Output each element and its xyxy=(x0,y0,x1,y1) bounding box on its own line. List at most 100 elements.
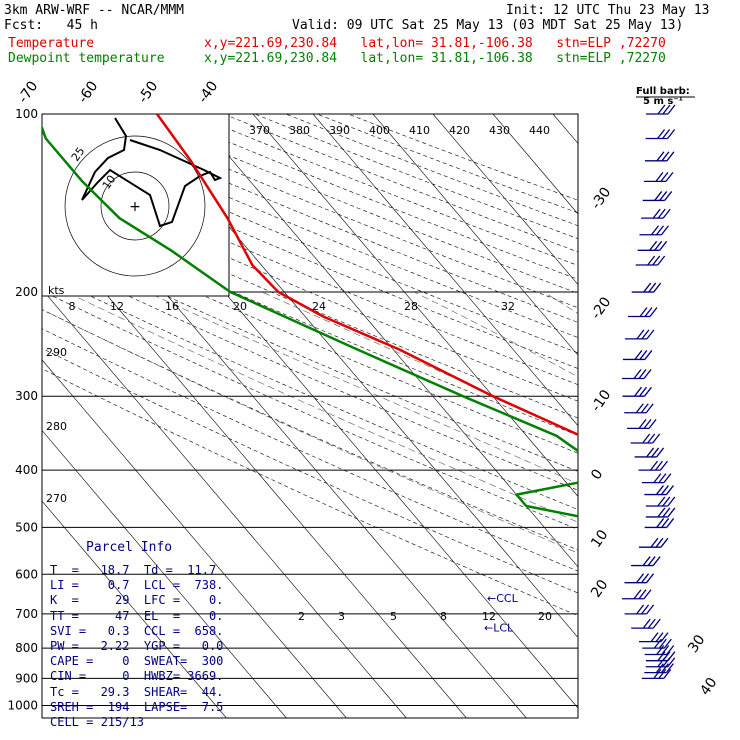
isotherm-line xyxy=(42,288,407,718)
dry-adiabat-line xyxy=(42,290,578,530)
wind-barb-flag xyxy=(654,191,663,201)
wind-barb-flag xyxy=(665,485,674,495)
wind-barb-flag xyxy=(642,433,651,444)
wind-barb-flag xyxy=(644,350,653,360)
hodograph-ring xyxy=(64,135,206,277)
isotherm-line xyxy=(42,218,467,718)
isotherm-line xyxy=(552,114,578,144)
wind-barb-flag xyxy=(643,369,652,379)
wind-barb-flag xyxy=(636,604,645,615)
isotherm-line xyxy=(312,114,578,427)
moist-adiabat-line xyxy=(146,291,578,485)
isotherm-label: -70 xyxy=(15,78,41,106)
wind-barb-flag xyxy=(665,663,674,674)
wind-barb-flag xyxy=(652,618,661,629)
isotherm-label: -20 xyxy=(588,294,614,322)
wind-barb-flag xyxy=(650,225,660,236)
temperature-station-info: x,y=221.69,230.84 lat,lon= 31.81,-106.38… xyxy=(204,36,666,51)
wind-barb-flag xyxy=(643,282,652,293)
wind-barb-flag xyxy=(633,589,642,600)
isotherm-line xyxy=(42,359,347,718)
wind-barb-flag xyxy=(643,386,653,397)
mixing-ratio-label: 20 xyxy=(538,610,552,623)
wind-barb-flag xyxy=(662,129,671,139)
wind-barb-flag xyxy=(667,129,676,139)
mixing-ratio-label: 3 xyxy=(338,610,345,623)
wind-barb-flag xyxy=(656,518,665,528)
parcel-info-row: TT = 47 EL = 0. xyxy=(50,608,224,623)
dry-adiabat-line xyxy=(316,114,578,214)
parcel-info-row: CELL = 215/13 xyxy=(50,715,144,729)
wind-barb-flag xyxy=(638,369,647,379)
isotherm-line xyxy=(42,430,287,718)
isotherm-line xyxy=(372,114,578,356)
theta-label: 420 xyxy=(449,124,470,137)
wind-barb-flag xyxy=(644,307,653,317)
wind-barb-flag xyxy=(641,573,650,584)
dewpoint-legend-label: Dewpoint temperature xyxy=(8,51,165,66)
wind-barb-flag xyxy=(660,537,669,548)
isotherm-line xyxy=(673,114,740,718)
theta-label: 400 xyxy=(369,124,390,137)
ccl-marker: ←CCL xyxy=(487,592,519,605)
model-title: 3km ARW-WRF -- NCAR/MMM xyxy=(4,3,185,18)
wind-barb-flag xyxy=(666,645,675,655)
wind-barb-flag xyxy=(662,507,671,518)
parcel-info-row: LI = 0.7 LCL = 738. xyxy=(50,578,224,593)
theta-label-left: 280 xyxy=(46,420,67,433)
dry-adiabat-line xyxy=(223,114,578,253)
wind-barb-flag xyxy=(649,307,658,317)
wind-barb-flag xyxy=(651,447,660,458)
pressure-label: 1000 xyxy=(7,698,38,712)
wind-barb-flag xyxy=(638,589,647,600)
parcel-info-row: T = 18.7 Td = 11.7 xyxy=(50,563,217,577)
wind-barb-flag xyxy=(652,255,661,266)
dry-adiabat-line xyxy=(42,348,578,594)
isotherm-label: -10 xyxy=(588,387,614,415)
wind-barb-flag xyxy=(652,208,661,219)
wind-barb-flag xyxy=(655,632,664,643)
mixing-ratio-label: 8 xyxy=(440,610,447,623)
wind-barb-flag xyxy=(661,151,670,162)
hodograph-center-mark: + xyxy=(129,199,141,215)
hodograph-trace xyxy=(81,117,223,228)
wind-barb-flag xyxy=(646,329,655,340)
wind-barb-flag xyxy=(652,556,661,566)
wind-barb-flag xyxy=(667,507,676,518)
isotherm-line xyxy=(192,114,578,568)
wind-barb-flag xyxy=(658,669,667,679)
hodograph-speed-label: 16 xyxy=(165,300,179,313)
wind-barb-flag xyxy=(647,618,656,629)
mixing-ratio-label: 12 xyxy=(482,610,496,623)
wind-barb-flag xyxy=(653,638,662,649)
pressure-label: 600 xyxy=(15,567,38,581)
wind-barb-flag xyxy=(641,329,650,340)
theta-label: 440 xyxy=(529,124,550,137)
wind-barb-flag xyxy=(656,151,665,162)
wind-barb-flag xyxy=(657,496,666,507)
wind-barb-flag xyxy=(657,129,666,139)
wind-barb-flag xyxy=(655,537,664,548)
hodograph-box xyxy=(41,113,230,297)
wind-barb-flag xyxy=(660,225,670,236)
parcel-info-row: Tc = 29.3 SHEAR= 44. xyxy=(50,684,224,699)
wind-barb-flag xyxy=(643,589,652,600)
wind-barb-flag xyxy=(646,604,655,615)
wind-barb-flag xyxy=(653,669,662,679)
wind-barb-flag xyxy=(649,240,658,251)
isotherm-label: -30 xyxy=(588,185,614,213)
isotherm-label: 40 xyxy=(697,675,720,699)
wind-barb-flag xyxy=(645,403,654,414)
wind-barb-flag xyxy=(653,282,662,293)
wind-barb-flag xyxy=(639,350,648,360)
wind-barb-flag xyxy=(659,460,669,471)
temperature-legend-label: Temperature xyxy=(8,36,95,51)
init-time: Init: 12 UTC Thu 23 May 13 xyxy=(506,3,710,18)
theta-label: 430 xyxy=(489,124,510,137)
wind-barb-flag xyxy=(647,556,656,566)
barb-legend-units: 5 m s⁻¹ xyxy=(643,96,683,107)
pressure-label: 700 xyxy=(15,607,38,621)
wind-barb-flag xyxy=(660,171,669,182)
wind-barb-flag xyxy=(636,329,645,340)
